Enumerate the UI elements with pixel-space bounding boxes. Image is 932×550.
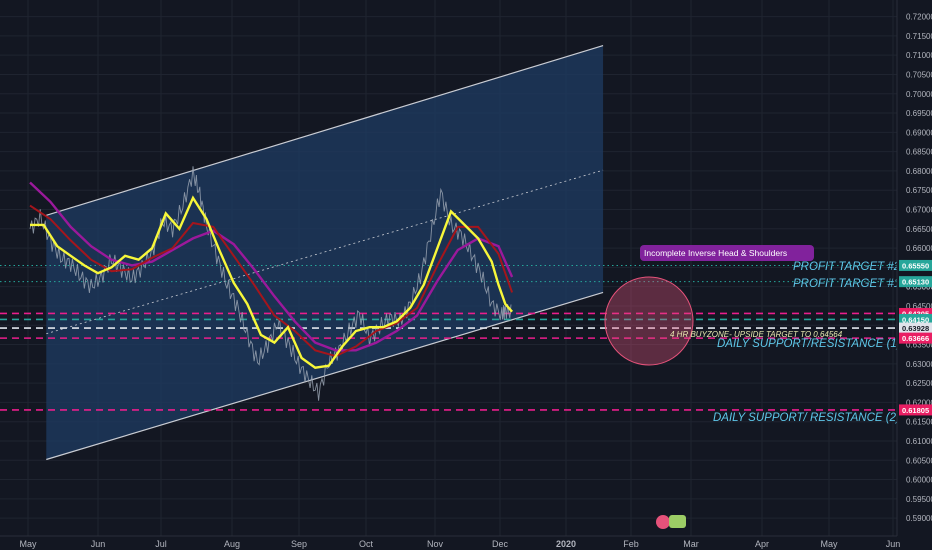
price-badge bbox=[899, 332, 932, 344]
price-badge-label: 0.61805 bbox=[902, 406, 929, 415]
x-tick-label: 2020 bbox=[556, 539, 576, 549]
x-tick-label: May bbox=[19, 539, 37, 549]
x-tick-label: Oct bbox=[359, 539, 374, 549]
price-badge bbox=[899, 404, 932, 416]
x-tick-label: Feb bbox=[623, 539, 639, 549]
price-badge bbox=[899, 322, 932, 334]
tradingview-logo[interactable] bbox=[656, 515, 686, 529]
y-axis-panel bbox=[897, 0, 932, 550]
x-tick-label: Dec bbox=[492, 539, 509, 549]
channel-mid-line[interactable] bbox=[46, 169, 604, 335]
profit-target-1-label: PROFIT TARGET #1 bbox=[793, 278, 900, 290]
price-badge-label: 0.64150 bbox=[902, 315, 929, 324]
x-tick-label: Jul bbox=[155, 539, 167, 549]
price-badge bbox=[899, 259, 932, 271]
ma-fast-line[interactable] bbox=[30, 195, 513, 369]
channel-fill bbox=[46, 45, 604, 460]
channel-upper-line[interactable] bbox=[46, 44, 604, 216]
x-axis-panel bbox=[0, 536, 932, 550]
price-badge bbox=[899, 313, 932, 325]
price-badge-label: 0.63666 bbox=[902, 334, 929, 343]
ma-mid-line[interactable] bbox=[29, 204, 514, 358]
x-tick-label: Apr bbox=[755, 539, 769, 549]
series bbox=[29, 166, 514, 401]
logo-badge bbox=[669, 515, 686, 528]
x-tick-label: Nov bbox=[427, 539, 444, 549]
ma-slow-line[interactable] bbox=[29, 181, 514, 352]
x-tick-label: Sep bbox=[291, 539, 307, 549]
price-badge-label: 0.63928 bbox=[902, 324, 929, 333]
pattern-label: Incomplete Inverse Head & Shoulders bbox=[644, 248, 787, 258]
price-badge-label: 0.65130 bbox=[902, 278, 929, 287]
daily-sr-2-label: DAILY SUPPORT/ RESISTANCE (2) bbox=[713, 412, 900, 424]
price-line[interactable] bbox=[29, 166, 512, 401]
target-zone-circle bbox=[604, 276, 694, 366]
daily-sr-1-label: DAILY SUPPORT/RESISTANCE (1) bbox=[717, 338, 901, 350]
logo-circle bbox=[656, 515, 670, 529]
x-tick-label: Aug bbox=[224, 539, 240, 549]
price-badge-label: 0.65550 bbox=[902, 261, 929, 270]
price-badge bbox=[899, 276, 932, 288]
annotations: Incomplete Inverse Head & Shoulders PROF… bbox=[604, 245, 901, 424]
x-tick-label: May bbox=[820, 539, 838, 549]
pattern-label-box[interactable] bbox=[640, 245, 814, 261]
x-tick-label: Jun bbox=[886, 539, 901, 549]
buyzone-label: 4 HR BUYZONE- UPSIDE TARGET TO 0.64564 bbox=[670, 330, 843, 339]
horizontal-levels bbox=[0, 264, 897, 411]
profit-target-2-label: PROFIT TARGET #2 bbox=[793, 261, 901, 273]
x-tick-label: Mar bbox=[683, 539, 699, 549]
x-tick-label: Jun bbox=[91, 539, 106, 549]
price-badge bbox=[899, 307, 932, 319]
